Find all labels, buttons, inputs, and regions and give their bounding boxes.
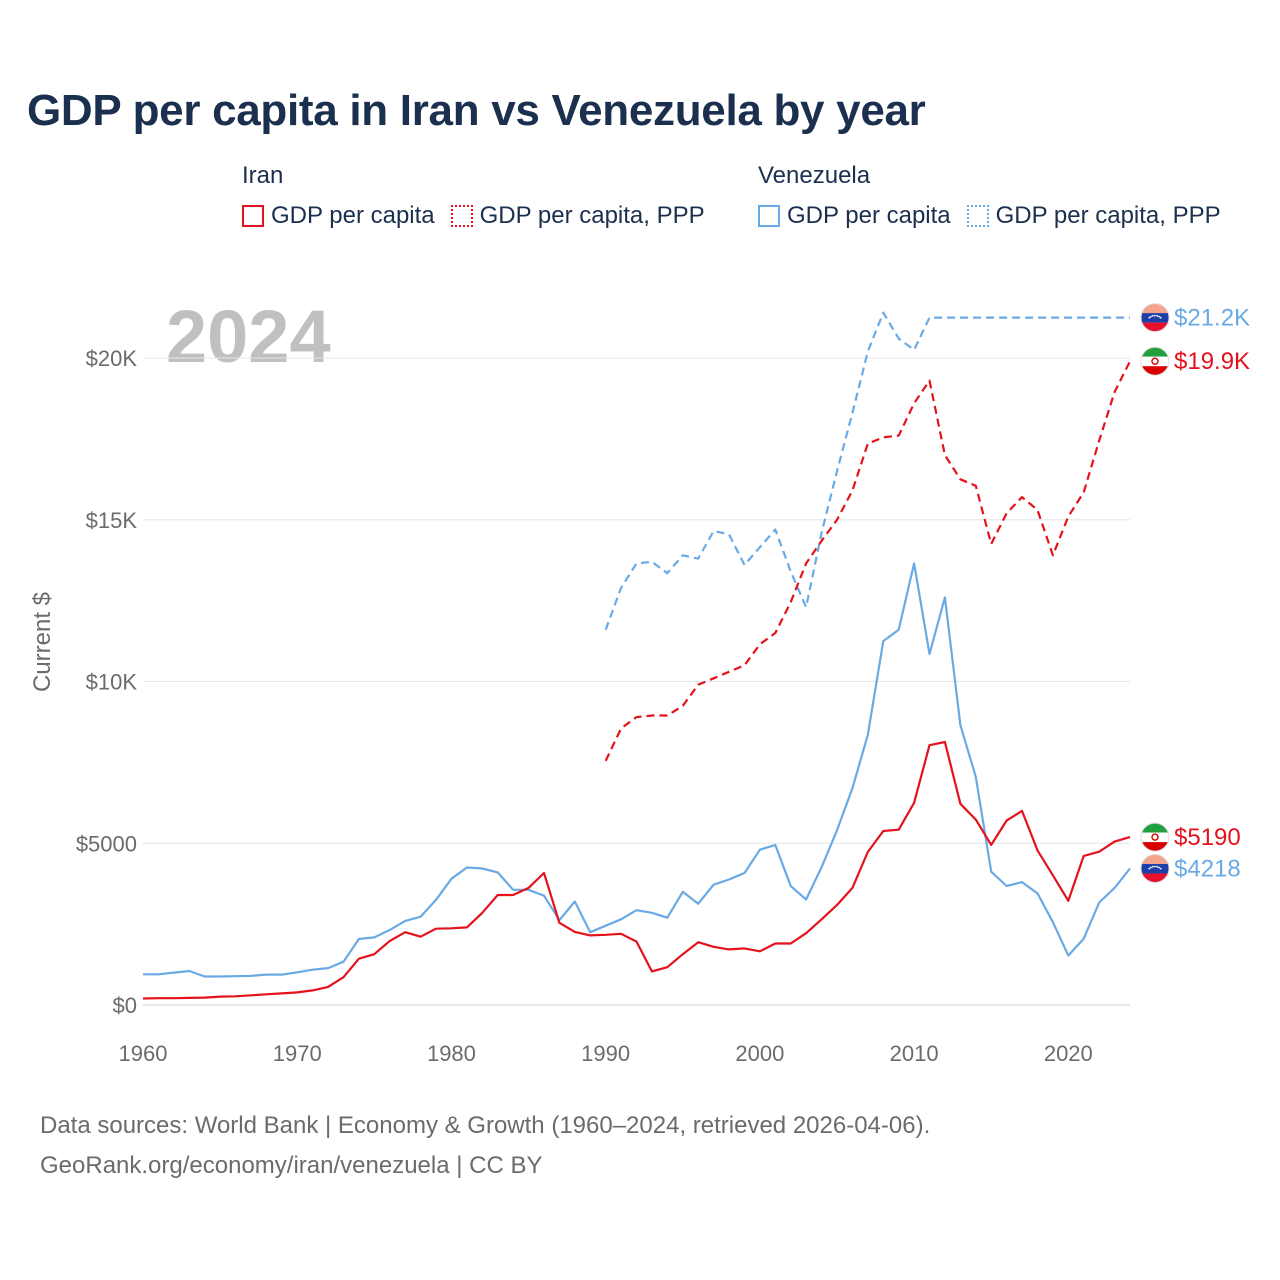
x-tick-label: 2000 [735, 1041, 784, 1066]
x-tick-label: 2010 [890, 1041, 939, 1066]
legend-group-name: Iran [242, 162, 284, 189]
source-link[interactable]: GeoRank.org/economy/iran/venezuela | CC … [40, 1152, 543, 1179]
flag-stripe [1141, 823, 1169, 833]
x-tick-label: 1970 [273, 1041, 322, 1066]
flag-ring [1140, 303, 1170, 333]
grid [143, 357, 1130, 1006]
legend-item-label: GDP per capita, PPP [479, 202, 705, 229]
y-axis: $0 $5000 $10K $15K $20K [76, 346, 138, 1018]
legend-item-iran-gdp-ppp[interactable]: GDP per capita, PPP [450, 202, 705, 230]
series-line-iran-gdp-per-capita [142, 740, 1131, 1000]
legend-item-label: GDP per capita [271, 202, 435, 229]
series-line-iran-gdp-per-capita-ppp [604, 360, 1131, 762]
legend-item-venezuela-gdp[interactable]: GDP per capita [758, 202, 951, 230]
flag-star [1158, 315, 1160, 318]
flag-star [1159, 316, 1162, 319]
flag-stripe [1141, 347, 1169, 357]
iran-flag-icon [1140, 822, 1170, 852]
flag-stripe [1141, 873, 1169, 883]
flag-emblem [1151, 357, 1159, 365]
source-line: Data sources: World Bank | Economy & Gro… [40, 1112, 931, 1139]
legend-item-label: GDP per capita [787, 202, 951, 229]
flag-star [1151, 314, 1154, 317]
flag-star [1158, 866, 1160, 869]
venezuela-flag-icon [1140, 303, 1170, 333]
flag-stripe [1141, 366, 1169, 376]
flag-star [1148, 867, 1151, 870]
flag-stripe [1141, 322, 1169, 332]
year-watermark: 2024 [166, 295, 331, 378]
series-line-venezuela-gdp-per-capita-ppp [604, 311, 1130, 631]
flag-stripe [1141, 303, 1169, 314]
flag-star [1156, 865, 1159, 868]
y-tick-label: $20K [86, 346, 138, 371]
flag-stripe [1141, 356, 1169, 367]
flag-ring [1140, 854, 1170, 883]
end-value-label: $4218 [1174, 856, 1241, 883]
x-axis: 1960 1970 1980 1990 2000 2010 2020 [119, 1041, 1093, 1066]
legend-swatch-solid [242, 205, 264, 227]
legend-item-iran-gdp[interactable]: GDP per capita [242, 202, 435, 230]
legend-swatch-dotted [450, 205, 473, 227]
flag-stripe [1141, 864, 1169, 874]
flag-star [1150, 866, 1152, 869]
flag-ring [1140, 346, 1170, 376]
flag-emblem [1151, 833, 1159, 841]
flag-star [1159, 867, 1162, 870]
legend-swatch-dotted [966, 205, 989, 227]
line-chart: 2024 $0 $5000 $10K $15K $20K 1960 1970 1980 199… [29, 295, 1250, 1066]
flag-stripe [1141, 832, 1169, 843]
series-line-venezuela-gdp-per-capita [143, 562, 1131, 978]
flag-stripe [1141, 313, 1169, 323]
end-markers: $21.2K $19.9K $4218 $5190 [1140, 303, 1250, 883]
venezuela-flag-icon [1140, 854, 1170, 883]
legend-item-label: GDP per capita, PPP [995, 202, 1221, 229]
flag-star [1154, 865, 1156, 868]
legend-group-iran: Iran GDP per capita GDP per capita, PPP [242, 162, 721, 230]
legend-item-venezuela-gdp-ppp[interactable]: GDP per capita, PPP [966, 202, 1221, 230]
flag-stripes [1141, 854, 1169, 883]
flag-ring [1140, 822, 1170, 852]
end-value-label: $19.9K [1174, 348, 1250, 375]
flag-star [1154, 314, 1156, 317]
end-value-label: $21.2K [1174, 305, 1250, 332]
x-tick-label: 1960 [119, 1041, 168, 1066]
flag-stripe [1141, 842, 1169, 852]
y-tick-label: $0 [113, 993, 137, 1018]
end-value-label: $5190 [1174, 824, 1241, 851]
x-tick-label: 1980 [427, 1041, 476, 1066]
flag-star [1151, 865, 1154, 868]
chart-title: GDP per capita in Iran vs Venezuela by y… [27, 86, 926, 135]
source-note: Data sources: World Bank | Economy & Gro… [40, 1106, 930, 1186]
flag-star [1156, 314, 1159, 317]
flag-stripes [1141, 303, 1169, 332]
series-layer [142, 311, 1131, 1000]
x-tick-label: 1990 [581, 1041, 630, 1066]
x-tick-label: 2020 [1044, 1041, 1093, 1066]
legend-group-name: Venezuela [758, 162, 871, 189]
y-tick-label: $15K [86, 508, 138, 533]
y-tick-label: $5000 [76, 831, 137, 856]
iran-flag-icon [1140, 346, 1170, 376]
y-tick-label: $10K [86, 670, 138, 695]
flag-stripes [1141, 823, 1169, 852]
y-axis-label: Current $ [29, 592, 56, 692]
legend-group-venezuela: Venezuela GDP per capita GDP per capita,… [758, 162, 1237, 230]
flag-star [1150, 315, 1152, 318]
flag-stripes [1141, 347, 1169, 376]
flag-star [1148, 316, 1151, 319]
flag-stripe [1141, 854, 1169, 864]
legend-swatch-solid [758, 205, 780, 227]
